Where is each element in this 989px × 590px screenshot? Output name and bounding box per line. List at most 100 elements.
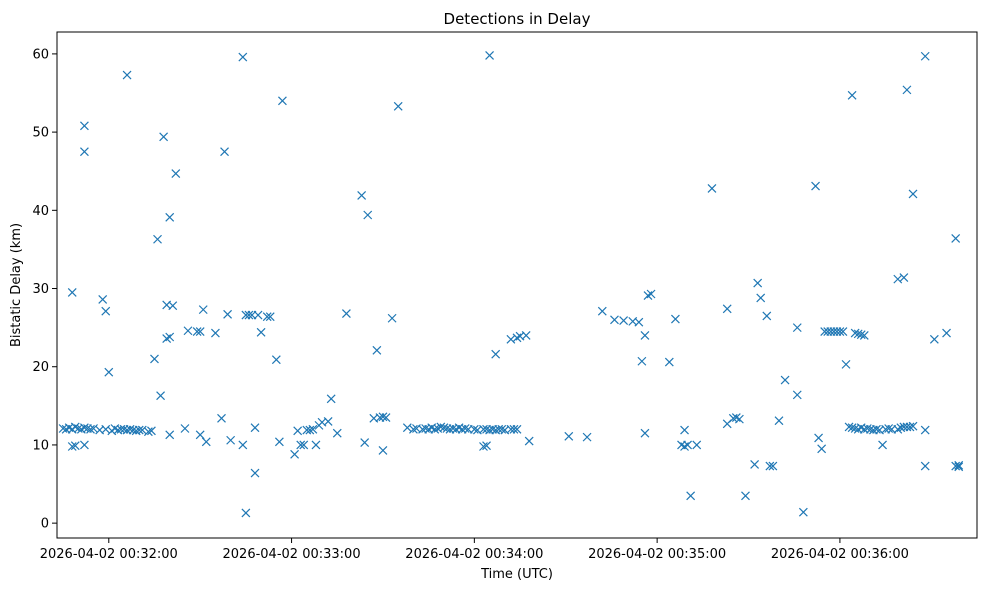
data-point <box>262 312 272 322</box>
data-point <box>165 332 175 342</box>
data-point <box>884 424 894 433</box>
data-point <box>512 333 522 343</box>
data-point <box>856 330 866 340</box>
y-tick-label: 0 <box>41 517 49 532</box>
data-point <box>878 440 887 450</box>
data-point <box>951 234 961 243</box>
data-point <box>920 461 930 471</box>
data-point <box>104 367 114 377</box>
y-tick-label: 50 <box>32 126 49 141</box>
data-point <box>954 462 964 472</box>
data-point <box>509 424 519 434</box>
data-point <box>582 432 592 442</box>
data-point <box>951 461 961 471</box>
data-point <box>893 424 903 434</box>
x-axis: 2026-04-02 00:32:00 2026-04-02 00:33:00 20… <box>40 538 909 562</box>
data-point <box>768 461 778 471</box>
data-point <box>332 428 342 438</box>
data-point <box>920 425 930 435</box>
data-point <box>408 424 418 434</box>
data-point <box>469 424 479 434</box>
data-point <box>378 412 388 422</box>
x-tick-label: 2026-04-02 00:32:00 <box>40 547 178 562</box>
data-point <box>859 331 869 340</box>
chart-title: Detections in Delay <box>444 10 591 28</box>
data-point <box>217 413 226 423</box>
data-point <box>521 331 531 340</box>
data-point <box>290 449 300 459</box>
data-point <box>838 327 848 336</box>
data-point <box>954 460 964 470</box>
data-point <box>256 327 266 337</box>
data-point <box>70 441 80 451</box>
data-point <box>722 304 732 314</box>
data-point <box>683 440 693 450</box>
data-point <box>70 422 80 432</box>
data-point <box>357 191 367 200</box>
data-point <box>79 440 89 450</box>
data-point <box>143 427 153 437</box>
data-point <box>835 327 845 336</box>
data-point <box>101 424 111 434</box>
data-point <box>637 356 647 366</box>
y-tick-label: 20 <box>32 360 49 375</box>
data-point <box>67 442 77 451</box>
data-point <box>680 442 689 451</box>
x-tick-label: 2026-04-02 00:33:00 <box>223 547 361 562</box>
data-point <box>564 431 574 441</box>
data-point <box>101 306 111 316</box>
data-point <box>223 309 233 319</box>
plot-frame <box>56 31 978 539</box>
data-point <box>79 147 89 157</box>
data-point <box>506 334 516 344</box>
data-point <box>512 424 522 434</box>
data-point <box>171 169 181 178</box>
data-point <box>814 433 824 443</box>
data-point <box>841 359 851 369</box>
y-tick-label: 40 <box>32 204 49 219</box>
y-tick-label: 30 <box>32 282 49 297</box>
y-axis: 0 10 20 30 40 50 60 <box>32 47 57 532</box>
data-point <box>640 331 650 340</box>
data-point <box>159 132 169 142</box>
data-point <box>274 437 284 447</box>
data-point <box>387 313 397 323</box>
data-point <box>393 101 403 111</box>
data-point <box>741 491 750 501</box>
data-point <box>750 460 760 469</box>
data-point <box>798 507 808 517</box>
data-point <box>326 394 336 404</box>
data-point <box>765 461 775 471</box>
data-point <box>244 310 254 320</box>
data-point <box>680 425 689 435</box>
x-axis-title: Time (UTC) <box>480 567 553 582</box>
data-point <box>168 301 178 311</box>
data-point <box>643 291 653 300</box>
data-point <box>610 315 619 325</box>
data-point <box>792 390 802 400</box>
data-point <box>707 183 717 193</box>
data-point <box>485 51 495 60</box>
data-point <box>817 444 827 454</box>
data-point <box>847 90 857 100</box>
data-point <box>253 310 263 320</box>
data-point <box>67 288 77 297</box>
data-point <box>198 305 208 315</box>
data-point <box>296 440 306 450</box>
data-point <box>920 51 930 61</box>
data-point <box>305 425 315 435</box>
x-tick-label: 2026-04-02 00:35:00 <box>588 547 726 562</box>
data-point <box>241 508 251 518</box>
data-point <box>201 437 211 447</box>
data-point <box>664 357 674 367</box>
data-point <box>402 423 412 433</box>
data-point <box>250 468 260 478</box>
data-point <box>147 426 156 436</box>
data-point <box>597 306 607 316</box>
data-point <box>360 438 370 448</box>
plot-area <box>58 51 964 518</box>
data-point <box>902 85 912 95</box>
x-tick-label: 2026-04-02 00:34:00 <box>405 547 543 562</box>
y-tick-label: 60 <box>32 47 49 62</box>
data-point <box>210 328 220 338</box>
